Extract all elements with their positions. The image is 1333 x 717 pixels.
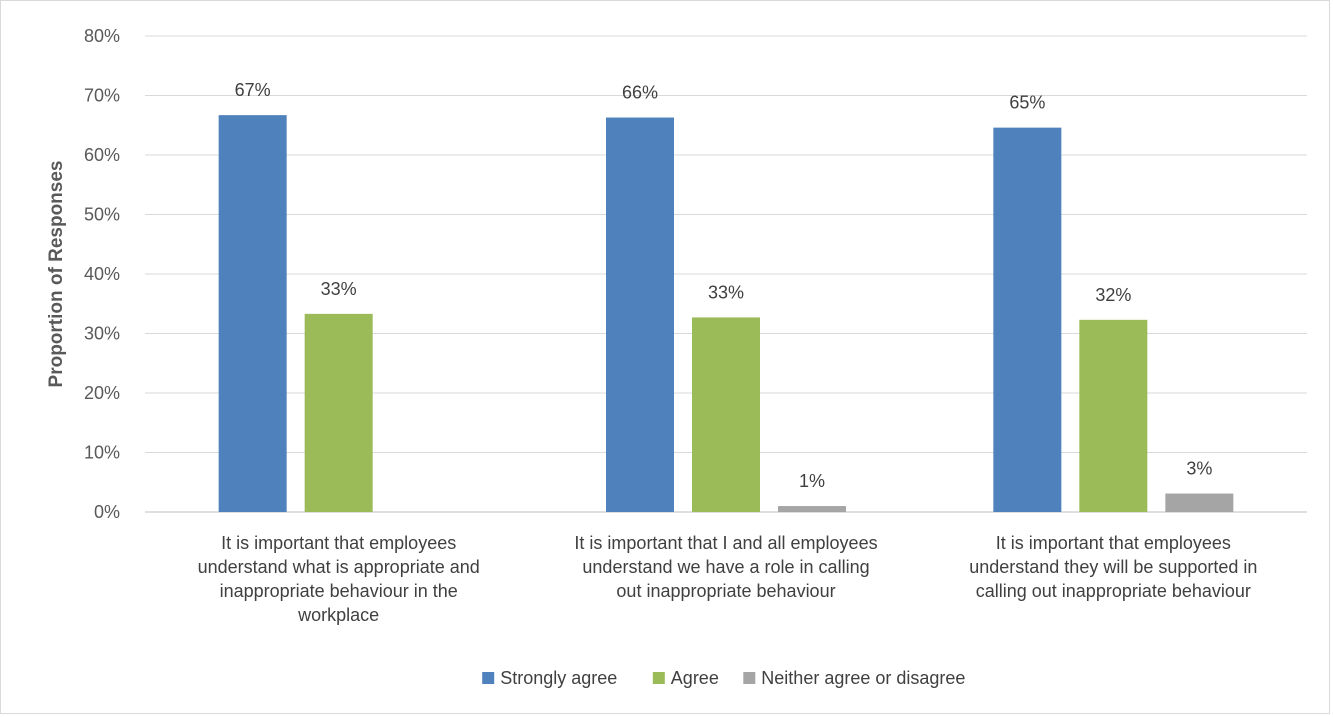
legend-swatch xyxy=(482,672,495,684)
y-tick-label: 20% xyxy=(84,383,120,403)
x-category-label: understand what is appropriate and xyxy=(198,557,480,577)
legend-swatch xyxy=(652,672,665,684)
legend-swatch xyxy=(743,672,756,684)
bar xyxy=(993,127,1062,512)
y-tick-label: 0% xyxy=(94,502,120,522)
y-tick-label: 40% xyxy=(84,264,120,284)
bar xyxy=(606,117,674,512)
x-category-label: It is important that employees xyxy=(221,533,456,553)
bar xyxy=(218,115,287,512)
x-category-label: inappropriate behaviour in the xyxy=(220,581,458,601)
data-label: 67% xyxy=(235,80,271,100)
x-category-label: out inappropriate behaviour xyxy=(616,581,835,601)
data-label: 1% xyxy=(799,471,825,491)
bar xyxy=(1079,319,1148,512)
y-tick-label: 50% xyxy=(84,205,120,225)
x-category-label: It is important that employees xyxy=(996,533,1231,553)
data-label: 33% xyxy=(708,282,744,302)
x-category-label: understand we have a role in calling xyxy=(582,557,869,577)
data-label: 65% xyxy=(1009,93,1045,113)
bar xyxy=(778,506,846,512)
y-tick-label: 80% xyxy=(84,26,120,46)
bar xyxy=(692,317,760,512)
x-category-label: It is important that I and all employees xyxy=(574,533,877,553)
y-tick-label: 10% xyxy=(84,443,120,463)
data-label: 33% xyxy=(321,279,357,299)
legend-label: Strongly agree xyxy=(500,668,617,688)
y-tick-label: 60% xyxy=(84,145,120,165)
data-label: 66% xyxy=(622,83,658,103)
y-axis-title: Proportion of Responses xyxy=(46,161,67,388)
bar xyxy=(1165,493,1234,512)
data-label: 3% xyxy=(1186,459,1212,479)
x-category-label: calling out inappropriate behaviour xyxy=(976,581,1251,601)
x-category-label: workplace xyxy=(297,605,379,625)
legend-label: Neither agree or disagree xyxy=(761,668,965,688)
y-tick-label: 70% xyxy=(84,86,120,106)
y-tick-label: 30% xyxy=(84,324,120,344)
x-category-label: understand they will be supported in xyxy=(969,557,1257,577)
data-label: 32% xyxy=(1095,285,1131,305)
legend-label: Agree xyxy=(671,668,719,688)
bar xyxy=(304,313,373,512)
